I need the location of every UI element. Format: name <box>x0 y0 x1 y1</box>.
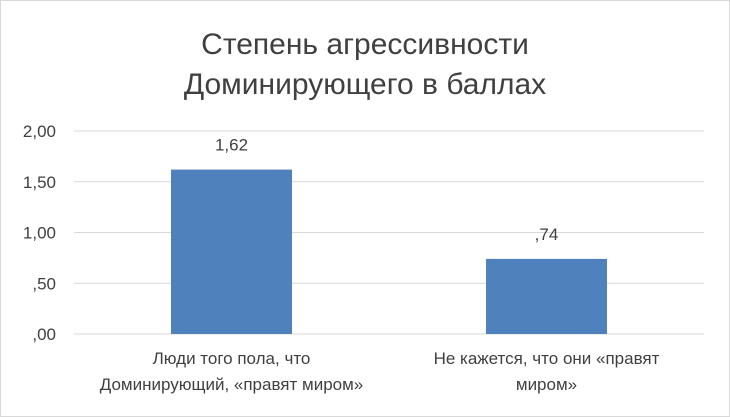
y-tick-label: ,00 <box>32 325 56 344</box>
data-label: ,74 <box>535 225 559 244</box>
gridlines <box>74 130 704 335</box>
y-tick-label: ,50 <box>32 274 56 293</box>
bar <box>486 258 607 334</box>
bars <box>171 169 607 334</box>
category-label: Доминирующий, «правят миром» <box>100 375 364 394</box>
category-labels: Люди того пола, что Доминирующий, «правят… <box>100 349 660 394</box>
data-labels: 1,62 ,74 <box>215 136 558 244</box>
chart-title-line-2: Доминирующего в баллах <box>184 68 546 101</box>
category-label: Люди того пола, что <box>153 349 311 368</box>
y-tick-label: 1,50 <box>23 173 56 192</box>
y-axis-ticks: ,00 ,50 1,00 1,50 2,00 <box>23 122 56 344</box>
chart-title-line-1: Степень агрессивности <box>201 28 529 61</box>
data-label: 1,62 <box>215 136 248 155</box>
y-tick-label: 1,00 <box>23 224 56 243</box>
category-label: миром» <box>516 375 577 394</box>
bar <box>171 169 292 334</box>
category-label: Не кажется, что они «правят <box>434 349 660 368</box>
y-tick-label: 2,00 <box>23 122 56 141</box>
